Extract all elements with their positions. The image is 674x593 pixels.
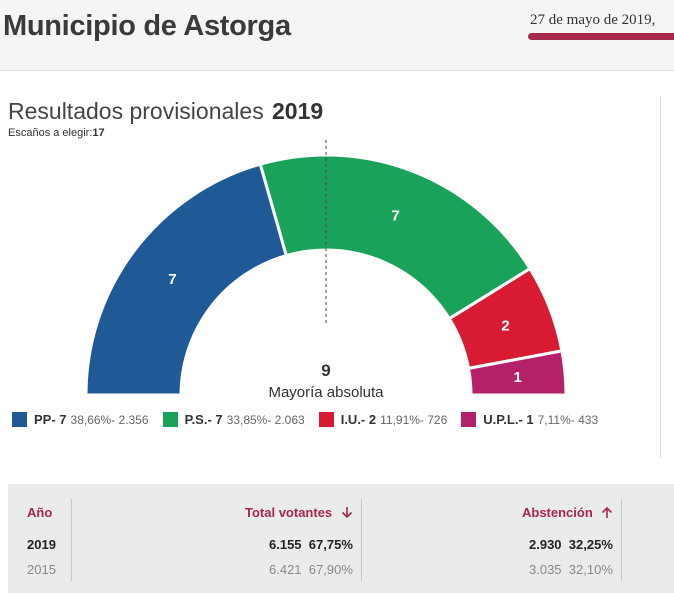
seat-segment-ps — [258, 153, 533, 321]
legend-detail-iu: 11,91%- 726 — [380, 412, 448, 427]
legend-swatch-ps — [162, 412, 178, 427]
page-header: Municipio de Astorga 27 de mayo de 2019, — [0, 0, 674, 71]
arrow-up-icon — [602, 506, 613, 518]
legend-item-ps: P.S.- 7 33,85%- 2.063 — [162, 412, 305, 427]
row-2019-voters: 6.155 67,75% — [269, 537, 353, 552]
divider-line — [660, 96, 661, 458]
legend-detail-ps: 33,85%- 2.063 — [226, 412, 305, 427]
legend-detail-pp: 38,66%- 2.356 — [70, 412, 149, 427]
row-2015-abst-count: 3.035 — [529, 562, 562, 577]
history-table: Año Total votantes Abstención 2019 6.155… — [8, 484, 674, 593]
row-2019-year: 2019 — [27, 537, 56, 552]
legend-item-iu: I.U.- 2 11,91%- 726 — [318, 412, 448, 427]
row-2019-abst-count: 2.930 — [529, 537, 562, 552]
legend-name-upl: U.P.L.- 1 — [483, 412, 534, 427]
seats-label: Escaños a elegir: — [8, 127, 93, 139]
col-header-voters[interactable]: Total votantes — [245, 505, 353, 520]
row-2019-voters-pct: 67,75% — [308, 537, 353, 552]
legend-name-iu: I.U.- 2 — [340, 412, 377, 427]
table-separator — [361, 499, 362, 581]
majority-value: 9 — [321, 361, 330, 380]
row-2019-voters-count: 6.155 — [269, 537, 302, 552]
seats-to-elect: Escaños a elegir:17 — [8, 127, 105, 139]
seat-label-pp: 7 — [168, 271, 176, 288]
majority-label: Mayoría absoluta — [268, 384, 384, 401]
arrow-down-icon — [341, 507, 352, 519]
chart-legend: PP- 7 38,66%- 2.356 P.S.- 7 33,85%- 2.06… — [12, 412, 612, 427]
col-header-voters-label: Total votantes — [245, 505, 333, 520]
legend-item-pp: PP- 7 38,66%- 2.356 — [12, 412, 149, 427]
col-header-abstention[interactable]: Abstención — [522, 505, 613, 520]
row-2015-abstention: 3.035 32,10% — [529, 562, 613, 577]
row-2019-abst-pct: 32,25% — [568, 537, 613, 552]
seat-label-upl: 1 — [514, 369, 522, 386]
col-header-abstention-label: Abstención — [522, 505, 593, 520]
results-title: Resultados provisionales — [8, 98, 264, 124]
row-2015-voters-count: 6.421 — [269, 562, 302, 577]
row-2015-year: 2015 — [27, 562, 56, 577]
seat-segment-pp — [84, 162, 289, 397]
col-header-year[interactable]: Año — [27, 505, 53, 520]
row-2015-voters-pct: 67,90% — [308, 562, 353, 577]
legend-name-ps: P.S.- 7 — [184, 412, 223, 427]
date-underline — [528, 33, 674, 40]
legend-name-pp: PP- 7 — [34, 412, 67, 427]
legend-swatch-upl — [461, 412, 477, 427]
seat-segment-upl — [466, 349, 568, 397]
legend-swatch-iu — [318, 412, 334, 427]
legend-detail-upl: 7,11%- 433 — [537, 412, 599, 427]
hemicycle-chart: 7 7 2 1 9 Mayoría absoluta — [84, 140, 568, 401]
legend-swatch-pp — [12, 412, 27, 427]
row-2015-abst-pct: 32,10% — [568, 562, 613, 577]
results-year: 2019 — [272, 98, 324, 124]
legend-item-upl: U.P.L.- 1 7,11%- 433 — [461, 412, 598, 427]
seat-label-ps: 7 — [391, 207, 399, 224]
table-separator — [621, 499, 622, 581]
row-2015-voters: 6.421 67,90% — [269, 562, 353, 577]
seats-value: 17 — [92, 127, 105, 139]
date-label: 27 de mayo de 2019, — [530, 12, 656, 28]
page-title: Municipio de Astorga — [3, 10, 291, 42]
table-separator — [71, 499, 72, 581]
seat-label-iu: 2 — [501, 317, 509, 334]
row-2019-abstention: 2.930 32,25% — [529, 537, 613, 552]
